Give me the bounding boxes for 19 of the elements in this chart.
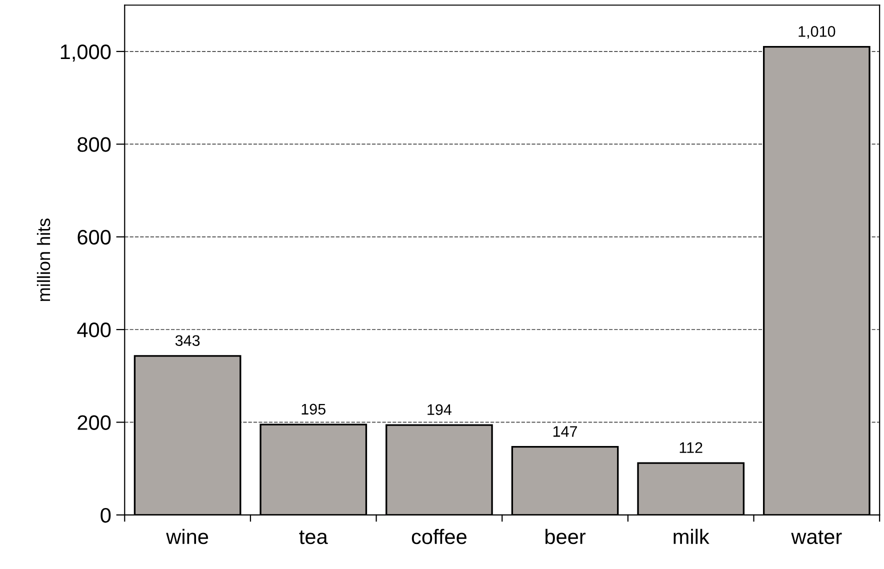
y-tick-label: 800 bbox=[78, 137, 111, 152]
x-tick-label: wine bbox=[166, 528, 208, 544]
y-tick-label: 400 bbox=[77, 322, 111, 338]
x-tick-label: milk bbox=[674, 528, 710, 544]
y-tick-label: 1,000 bbox=[60, 44, 111, 62]
data-label: 147 bbox=[553, 426, 578, 437]
x-tick-label: coffee bbox=[412, 528, 466, 544]
x-tick-label: beer bbox=[546, 528, 586, 544]
data-label: 194 bbox=[428, 404, 452, 416]
x-tick-label: tea bbox=[299, 530, 328, 544]
data-label: 1,010 bbox=[798, 26, 836, 39]
data-label: 195 bbox=[302, 404, 326, 415]
y-tick-label: 0 bbox=[100, 508, 111, 523]
data-label: 112 bbox=[680, 442, 702, 453]
y-axis-title: million hits bbox=[36, 218, 50, 301]
data-label: 343 bbox=[175, 335, 200, 346]
y-tick-label: 200 bbox=[78, 415, 111, 430]
x-tick-label: water bbox=[791, 530, 842, 544]
y-tick-label: 600 bbox=[78, 230, 111, 245]
